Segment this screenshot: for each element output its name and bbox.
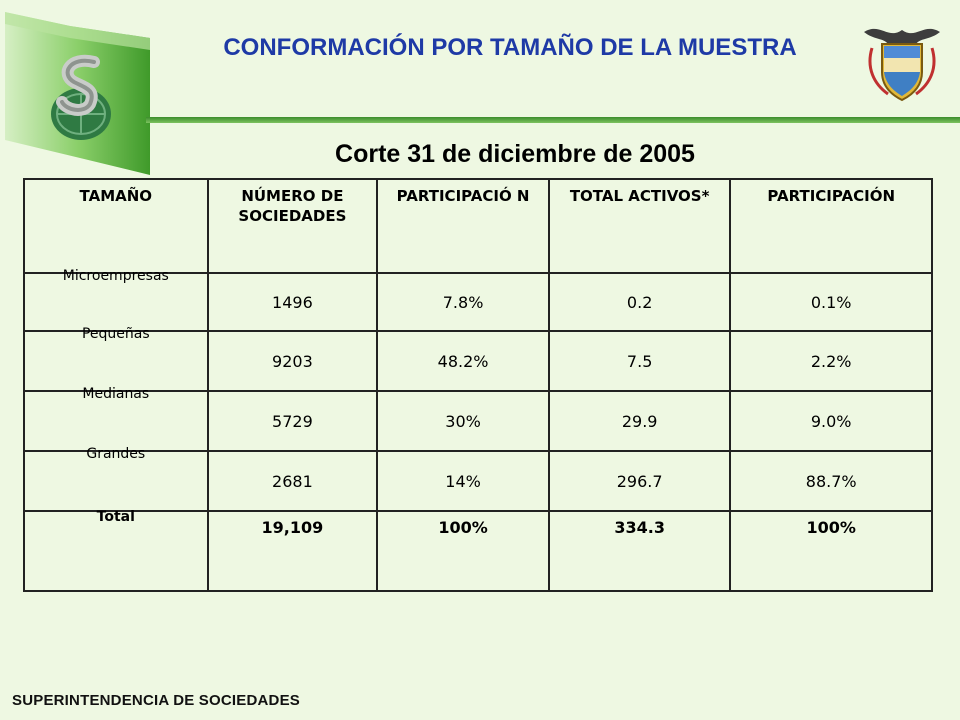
- cell-activos: 296.7: [547, 450, 732, 512]
- total-participacion: 100%: [376, 510, 550, 592]
- cell-sociedades: 2681: [206, 450, 379, 512]
- cell-participacion: 7.8%: [376, 272, 550, 332]
- header-tamano: TAMAÑO: [23, 178, 209, 274]
- header-total-activos: TOTAL ACTIVOS*: [547, 178, 732, 274]
- header-participacion-activos: PARTICIPACIÓN: [729, 178, 933, 274]
- total-participacion-activos: 100%: [729, 510, 933, 592]
- row-label: Grandes: [23, 446, 209, 512]
- total-sociedades: 19,109: [206, 510, 379, 592]
- footer-organization: SUPERINTENDENCIA DE SOCIEDADES: [12, 692, 300, 709]
- table-total-row: Total 19,109 100% 334.3 100%: [23, 509, 933, 592]
- cell-participacion-activos: 2.2%: [729, 330, 933, 392]
- cell-participacion: 48.2%: [376, 330, 550, 392]
- row-label: Pequeñas: [23, 326, 209, 392]
- cell-sociedades: 9203: [206, 330, 379, 392]
- sample-size-table: TAMAÑO NÚMERO DE SOCIEDADES PARTICIPACIÓ…: [23, 178, 933, 592]
- cell-activos: 29.9: [547, 390, 732, 452]
- cell-participacion: 30%: [376, 390, 550, 452]
- cell-participacion-activos: 9.0%: [729, 390, 933, 452]
- header-rule: [146, 117, 960, 123]
- report-date-subtitle: Corte 31 de diciembre de 2005: [335, 140, 695, 168]
- cell-participacion-activos: 88.7%: [729, 450, 933, 512]
- header-numero-sociedades: NÚMERO DE SOCIEDADES: [206, 178, 379, 274]
- cell-sociedades: 1496: [206, 272, 379, 332]
- table-row: Microempresas 1496 7.8% 0.2 0.1%: [23, 268, 933, 332]
- page-title: CONFORMACIÓN POR TAMAÑO DE LA MUESTRA: [223, 34, 797, 61]
- cell-sociedades: 5729: [206, 390, 379, 452]
- cell-activos: 0.2: [547, 272, 732, 332]
- colombia-coat-of-arms-icon: [864, 28, 940, 102]
- total-activos: 334.3: [547, 510, 732, 592]
- cell-participacion-activos: 0.1%: [729, 272, 933, 332]
- superintendencia-logo-icon: [51, 54, 111, 140]
- row-label: Microempresas: [23, 268, 209, 332]
- table-row: Pequeñas 9203 48.2% 7.5 2.2%: [23, 326, 933, 392]
- table-row: Grandes 2681 14% 296.7 88.7%: [23, 446, 933, 512]
- cell-participacion: 14%: [376, 450, 550, 512]
- header-participacion-sociedades: PARTICIPACIÓ N: [376, 178, 550, 274]
- total-label: Total: [23, 509, 209, 592]
- cell-activos: 7.5: [547, 330, 732, 392]
- table-row: Medianas 5729 30% 29.9 9.0%: [23, 386, 933, 452]
- table-header-row: TAMAÑO NÚMERO DE SOCIEDADES PARTICIPACIÓ…: [23, 178, 933, 274]
- row-label: Medianas: [23, 386, 209, 452]
